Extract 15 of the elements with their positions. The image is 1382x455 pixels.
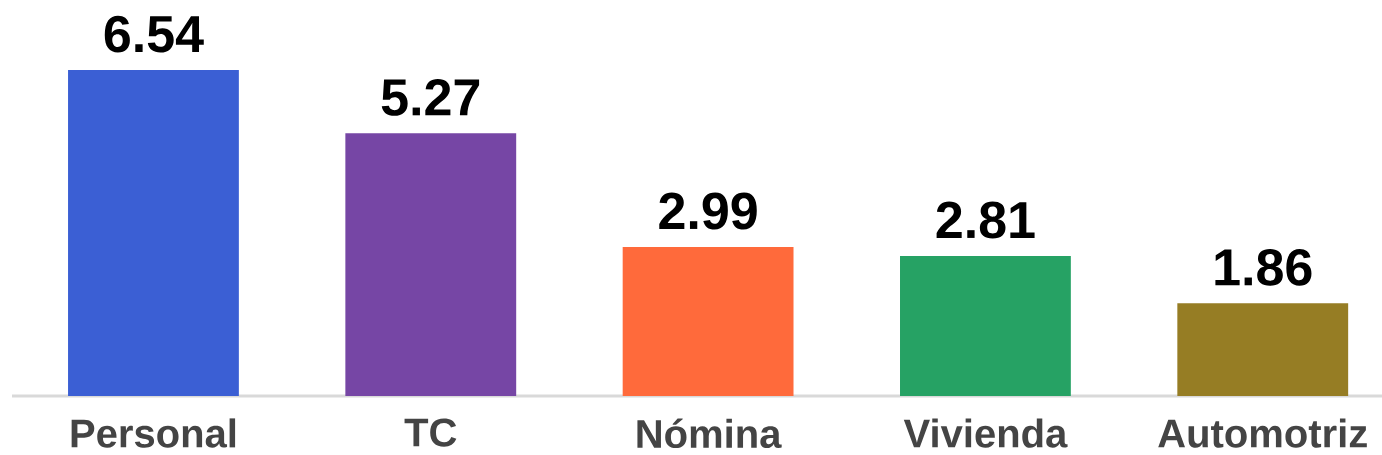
x-tick-label: Personal — [71, 418, 236, 448]
x-tick-label: Vivienda — [903, 418, 1068, 448]
x-tick-label: TC — [404, 418, 457, 447]
bar — [900, 255, 1071, 396]
bar — [68, 69, 239, 396]
data-label: 5.27 — [381, 78, 480, 116]
data-label: 6.54 — [104, 15, 204, 53]
data-label: 2.81 — [936, 201, 1035, 239]
bar — [345, 133, 517, 396]
bar — [1177, 303, 1349, 396]
x-tick-label: Nómina — [637, 418, 782, 449]
data-label: 1.86 — [1215, 248, 1312, 286]
bar — [622, 246, 794, 396]
data-label: 2.99 — [659, 192, 757, 230]
x-tick-label: Automotriz — [1158, 418, 1367, 448]
